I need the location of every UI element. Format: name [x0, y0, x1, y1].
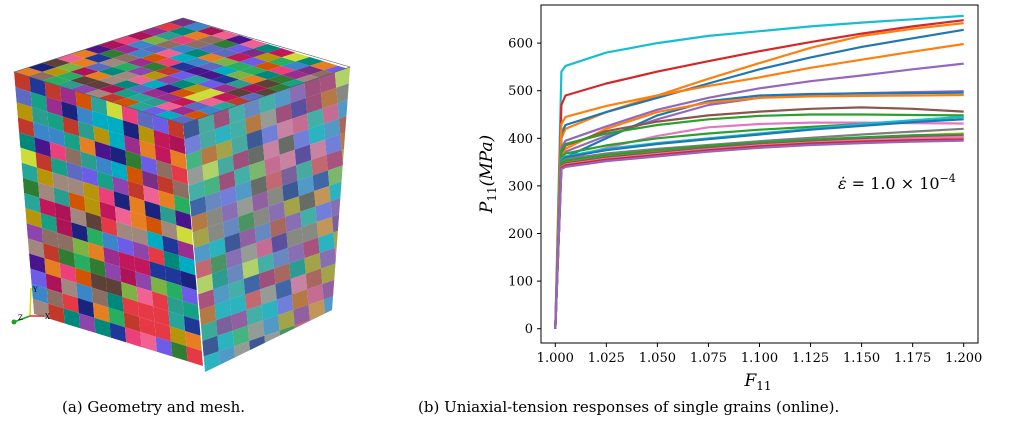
series-line-5 — [554, 42, 964, 329]
series-line-22 — [554, 139, 964, 329]
y-tick-label: 0 — [525, 322, 533, 337]
series-line-8 — [554, 91, 964, 329]
y-tick-group: 0 100 200 300 400 500 600 — [508, 37, 541, 337]
series-line-7 — [554, 90, 964, 329]
series-line-2 — [554, 19, 964, 329]
x-tick-label: 1.175 — [894, 351, 931, 366]
y-axis-label: P11(MPa) — [477, 135, 499, 214]
cube-top-face — [14, 18, 350, 124]
y-tick-label: 500 — [508, 84, 533, 99]
series-line-3 — [554, 22, 964, 329]
y-tick-label: 100 — [508, 275, 533, 290]
series-line-19 — [554, 134, 964, 329]
series-line-11 — [554, 113, 964, 329]
chart-series-group — [554, 14, 964, 329]
y-tick-label: 200 — [508, 227, 533, 242]
y-tick-label: 300 — [508, 179, 533, 194]
x-tick-label: 1.075 — [690, 351, 727, 366]
series-line-6 — [554, 62, 964, 329]
series-line-20 — [554, 135, 964, 329]
x-tick-label: 1.050 — [639, 351, 676, 366]
x-axis-label: F11 — [743, 371, 771, 393]
y-tick-label: 600 — [508, 37, 533, 52]
series-line-18 — [554, 133, 964, 329]
x-tick-label: 1.025 — [588, 351, 625, 366]
series-line-17 — [554, 132, 964, 329]
stress-strain-chart: 1.000 1.025 1.050 1.075 1.100 1.125 1.150 1.175… — [477, 4, 982, 393]
series-line-15 — [554, 118, 964, 329]
cube-left-face — [14, 72, 203, 366]
caption-a: (a) Geometry and mesh. — [62, 398, 246, 416]
x-tick-label: 1.200 — [945, 351, 982, 366]
series-line-1 — [554, 14, 964, 329]
axes-triad: Y Z X — [11, 286, 50, 325]
chart-panel: 1.000 1.025 1.050 1.075 1.100 1.125 1.150 1.175… — [440, 0, 1012, 426]
x-tick-group: 1.000 1.025 1.050 1.075 1.100 1.125 1.150 1.175… — [537, 343, 982, 366]
x-tick-label: 1.150 — [843, 351, 880, 366]
axis-y-label: Y — [32, 286, 38, 294]
y-tick-label: 400 — [508, 132, 533, 147]
caption-b: (b) Uniaxial-tension responses of single… — [418, 398, 840, 416]
axis-z-label: Z — [18, 314, 23, 322]
strain-rate-annotation: ε̇ = 1.0 × 10−4 — [838, 172, 956, 193]
series-line-9 — [554, 93, 964, 329]
x-tick-label: 1.000 — [537, 351, 574, 366]
x-tick-label: 1.100 — [741, 351, 778, 366]
axis-x-label: X — [45, 313, 50, 321]
geometry-panel: Y Z X — [0, 0, 400, 426]
x-tick-label: 1.125 — [792, 351, 829, 366]
series-line-4 — [554, 28, 964, 329]
polycrystal-cube-image: Y Z X — [11, 17, 351, 372]
series-line-21 — [554, 138, 964, 329]
